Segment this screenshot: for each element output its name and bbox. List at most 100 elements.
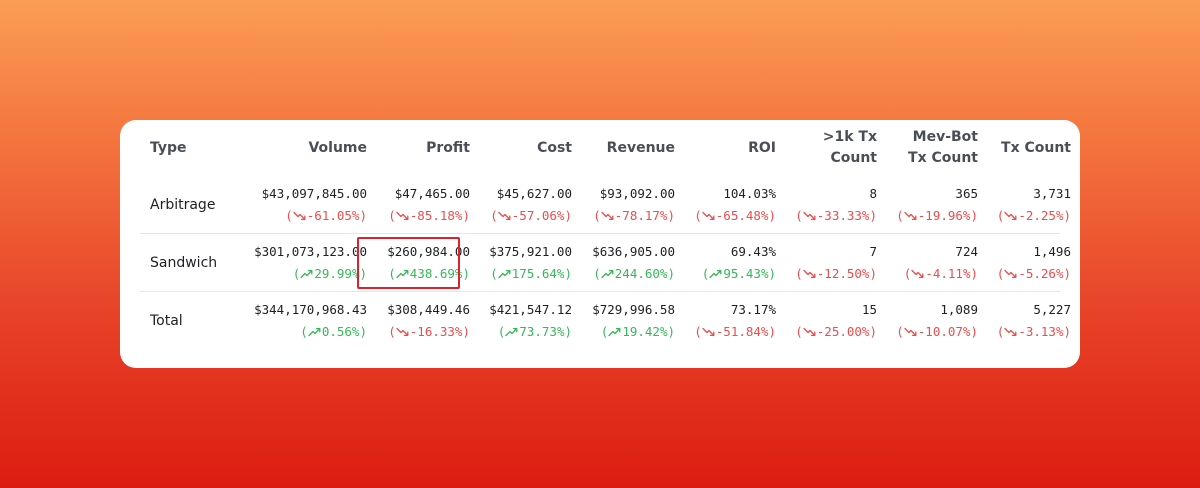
metric-value: $93,092.00 [599,185,675,201]
metric-change: (95.43%) [701,265,776,281]
change-percent: -51.84% [715,323,769,339]
table-row-sandwich: Sandwich $301,073,123.00(29.99%) $260,984.… [140,234,1071,292]
column-header-label: Profit [426,139,470,156]
column-header-label: Count [830,150,877,166]
metric-change: (-61.05%) [285,207,367,223]
metric-value: 69.43% [730,243,776,259]
metric-value: $301,073,123.00 [254,243,367,259]
metric-value: $308,449.46 [387,301,470,317]
change-percent: 19.42% [622,323,668,339]
cell-roi: 104.03% (-65.48%) [675,176,776,233]
cell-mev-bot-tx-count: 1,089 (-10.07%) [877,292,978,349]
metric-value: 15 [861,301,877,317]
cell-cost: $45,627.00 (-57.06%) [470,176,572,233]
cell-profit: $308,449.46 (-16.33%) [367,292,470,349]
column-header-gt1k-tx-count: >1k Tx Count [776,120,877,176]
metric-value: $260,984.00 [387,243,470,259]
metric-value: 5,227 [1033,301,1071,317]
cell-tx-count: 5,227 (-3.13%) [978,292,1071,349]
trend-down-icon [601,211,614,220]
trend-down-icon [702,327,715,336]
metric-change: (-85.18%) [388,207,470,223]
trend-up-icon [709,269,722,278]
metric-value: $375,921.00 [489,243,572,259]
cell-mev-bot-tx-count: 365 (-19.96%) [877,176,978,233]
metric-change: (438.69%) [388,265,470,281]
metric-value: 104.03% [723,185,776,201]
change-percent: -61.05% [306,207,360,223]
column-header-label: >1k Tx [822,129,877,145]
cell-roi: 69.43% (95.43%) [675,234,776,291]
table-row-total: Total $344,170,968.43 (0.56%) $308,449.46 (-… [140,292,1071,349]
metric-value: $47,465.00 [394,185,470,201]
cell-gt1k-tx-count: 15 (-25.00%) [776,292,877,349]
cell-revenue: $93,092.00 (-78.17%) [572,176,675,233]
change-percent: -12.50% [816,265,870,281]
table-row-arbitrage: Arbitrage $43,097,845.00(-61.05%) $47,465.… [140,176,1071,234]
trend-down-icon [904,327,917,336]
column-header-label: Volume [308,139,367,156]
cell-tx-count: 1,496 (-5.26%) [978,234,1071,291]
cell-roi: 73.17% (-51.84%) [675,292,776,349]
column-header-profit: Profit [367,120,470,176]
metric-value: $45,627.00 [496,185,572,201]
column-header-mev-bot-tx-count: Mev-Bot Tx Count [877,120,978,176]
change-percent: -16.33% [409,323,463,339]
change-percent: -10.07% [917,323,971,339]
change-percent: 244.60% [614,265,668,281]
change-percent: -65.48% [715,207,769,223]
metric-value: 7 [869,243,877,259]
stats-card: Type Volume Profit Cost Revenue ROI >1k Tx Coun… [120,120,1080,368]
cell-volume: $301,073,123.00 (29.99%) [220,234,367,291]
trend-down-icon [904,211,917,220]
cell-mev-bot-tx-count: 724 (-4.11%) [877,234,978,291]
metric-change: (73.73%) [497,323,572,339]
change-percent: -3.13% [1018,323,1064,339]
column-header-type: Type [150,120,230,176]
change-percent: 175.64% [511,265,565,281]
metric-change: (0.56%) [300,323,367,339]
metric-change: (-16.33%) [388,323,470,339]
row-type-label: Total [150,312,183,329]
column-header-revenue: Revenue [572,120,675,176]
column-header-label: Revenue [606,139,675,156]
change-percent: -19.96% [917,207,971,223]
metric-value: $421,547.12 [489,301,572,317]
trend-down-icon [803,269,816,278]
trend-down-icon [911,269,924,278]
metric-value: 3,731 [1033,185,1071,201]
metric-change: (-5.26%) [996,265,1071,281]
trend-down-icon [396,327,409,336]
cell-gt1k-tx-count: 7 (-12.50%) [776,234,877,291]
trend-down-icon [1004,211,1017,220]
trend-down-icon [498,211,511,220]
metric-change: (244.60%) [593,265,675,281]
cell-cost: $375,921.00 (175.64%) [470,234,572,291]
column-header-roi: ROI [675,120,776,176]
change-percent: -25.00% [816,323,870,339]
change-percent: 73.73% [519,323,565,339]
metric-change: (-12.50%) [795,265,877,281]
cell-tx-count: 3,731 (-2.25%) [978,176,1071,233]
metric-value: 1,496 [1033,243,1071,259]
cell-volume: $43,097,845.00 (-61.05%) [220,176,367,233]
cell-revenue: $636,905.00 (244.60%) [572,234,675,291]
trend-up-icon [498,269,511,278]
column-header-label: Type [150,139,187,156]
column-header-label: Mev-Bot [912,129,978,145]
metric-value: $43,097,845.00 [261,185,367,201]
metric-change: (-3.13%) [996,323,1071,339]
metric-value: $729,996.58 [592,301,675,317]
trend-down-icon [1004,269,1017,278]
column-header-volume: Volume [220,120,367,176]
cell-volume: $344,170,968.43 (0.56%) [220,292,367,349]
trend-down-icon [1004,327,1017,336]
cell-profit: $47,465.00 (-85.18%) [367,176,470,233]
trend-down-icon [293,211,306,220]
metric-change: (-33.33%) [795,207,877,223]
table-header-row: Type Volume Profit Cost Revenue ROI >1k Tx Coun… [140,120,1071,176]
change-percent: 29.99% [314,265,360,281]
trend-up-icon [601,269,614,278]
row-type-label: Arbitrage [150,196,216,213]
row-type-label: Sandwich [150,254,218,271]
